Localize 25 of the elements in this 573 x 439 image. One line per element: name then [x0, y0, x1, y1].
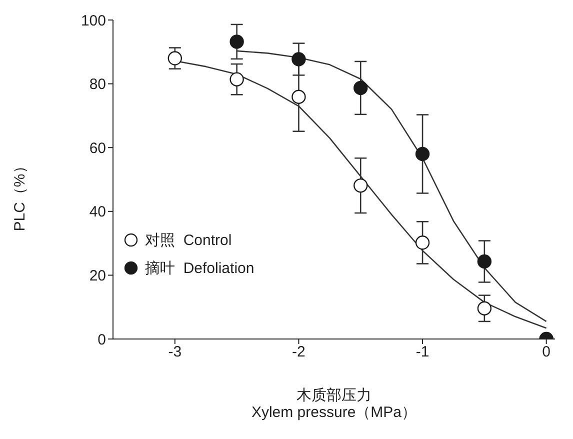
- x-axis-title: 木质部压力 Xylem pressure（MPa）: [250, 387, 418, 421]
- y-tick-label: 60: [89, 140, 106, 157]
- point: [477, 301, 492, 316]
- point: [230, 34, 244, 49]
- legend-label: 摘叶 Defoliation: [145, 258, 254, 278]
- y-tick-label: 80: [89, 76, 106, 94]
- y-tick-label: 20: [89, 268, 106, 285]
- point: [354, 80, 368, 96]
- x-tick-label: -3: [168, 344, 182, 361]
- x-tick-label: 0: [542, 344, 551, 361]
- point: [415, 236, 430, 250]
- point: [230, 72, 244, 86]
- point: [354, 178, 368, 193]
- y-tick-label: 0: [98, 331, 106, 348]
- point: [292, 52, 306, 66]
- x-tick-label: -2: [292, 344, 306, 361]
- point: [292, 90, 306, 104]
- y-tick-label: 40: [89, 204, 106, 221]
- point: [168, 51, 182, 66]
- y-axis-title: PLC（%）: [10, 158, 30, 231]
- y-tick-label: 100: [80, 12, 106, 30]
- x-tick-label: -1: [416, 344, 430, 361]
- point: [415, 146, 430, 162]
- point: [477, 254, 492, 269]
- legend-label: 对照 Control: [145, 230, 232, 250]
